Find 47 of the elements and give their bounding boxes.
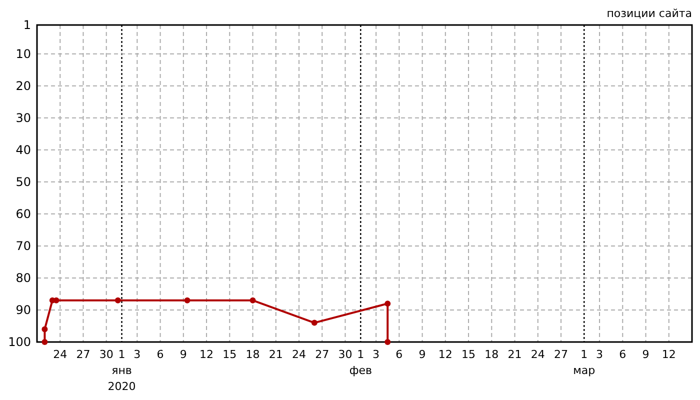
x-tick-label: 1 мар bbox=[573, 348, 596, 377]
x-tick-label: 12 bbox=[662, 348, 676, 361]
y-tick-label: 60 bbox=[16, 207, 31, 222]
point bbox=[184, 297, 190, 304]
y-tick-label: 10 bbox=[16, 47, 31, 62]
x-tick-label: 18 bbox=[246, 348, 260, 361]
x-tick-label: 6 bbox=[156, 348, 164, 361]
x-tick-label: 24 bbox=[53, 348, 68, 361]
y-tick-label: 90 bbox=[16, 303, 31, 318]
x-tick-label: 30 bbox=[99, 348, 114, 361]
x-tick-label: 9 bbox=[180, 348, 187, 361]
x-tick-label: 18 bbox=[484, 348, 499, 361]
point bbox=[384, 339, 391, 345]
x-tick-label: 6 bbox=[396, 348, 403, 361]
x-tick-label: 27 bbox=[315, 348, 330, 361]
x-tick-label: 21 bbox=[508, 348, 522, 361]
x-tick-label: 12 bbox=[200, 348, 214, 361]
x-tick-label: 15 bbox=[462, 348, 476, 361]
y-tick-label: 50 bbox=[16, 175, 31, 190]
point bbox=[384, 300, 391, 307]
y-tick-label: 1 bbox=[23, 18, 31, 32]
x-tick-label: 12 bbox=[438, 348, 452, 361]
point bbox=[42, 326, 48, 332]
y-tick-label: 70 bbox=[16, 239, 31, 254]
x-tick-label: 9 bbox=[418, 348, 426, 361]
x-tick-label: 6 bbox=[619, 348, 626, 361]
x-tick-label: 3 bbox=[372, 348, 380, 361]
point bbox=[42, 339, 48, 345]
x-tick-label: 27 bbox=[554, 348, 568, 361]
x-tick-label: 30 bbox=[338, 348, 352, 361]
point bbox=[114, 297, 121, 304]
x-tick-label: 15 bbox=[222, 348, 237, 361]
y-tick-label: 80 bbox=[16, 271, 31, 286]
x-tick-label: 3 bbox=[596, 348, 604, 361]
chart-title: позиции сайта bbox=[606, 7, 692, 20]
x-tick-label: 27 bbox=[76, 348, 90, 361]
point bbox=[250, 297, 256, 304]
y-tick-label: 20 bbox=[16, 79, 31, 94]
x-tick-label: 24 bbox=[530, 348, 545, 361]
x-tick-label: 21 bbox=[268, 348, 283, 361]
y-tick-label: 40 bbox=[16, 143, 31, 158]
y-tick-label: 100 bbox=[8, 335, 31, 350]
x-tick-label: 9 bbox=[642, 348, 650, 361]
y-tick-label: 30 bbox=[16, 111, 31, 126]
point bbox=[311, 320, 318, 326]
x-tick-label: 3 bbox=[134, 348, 141, 361]
x-tick-label: 24 bbox=[292, 348, 306, 361]
